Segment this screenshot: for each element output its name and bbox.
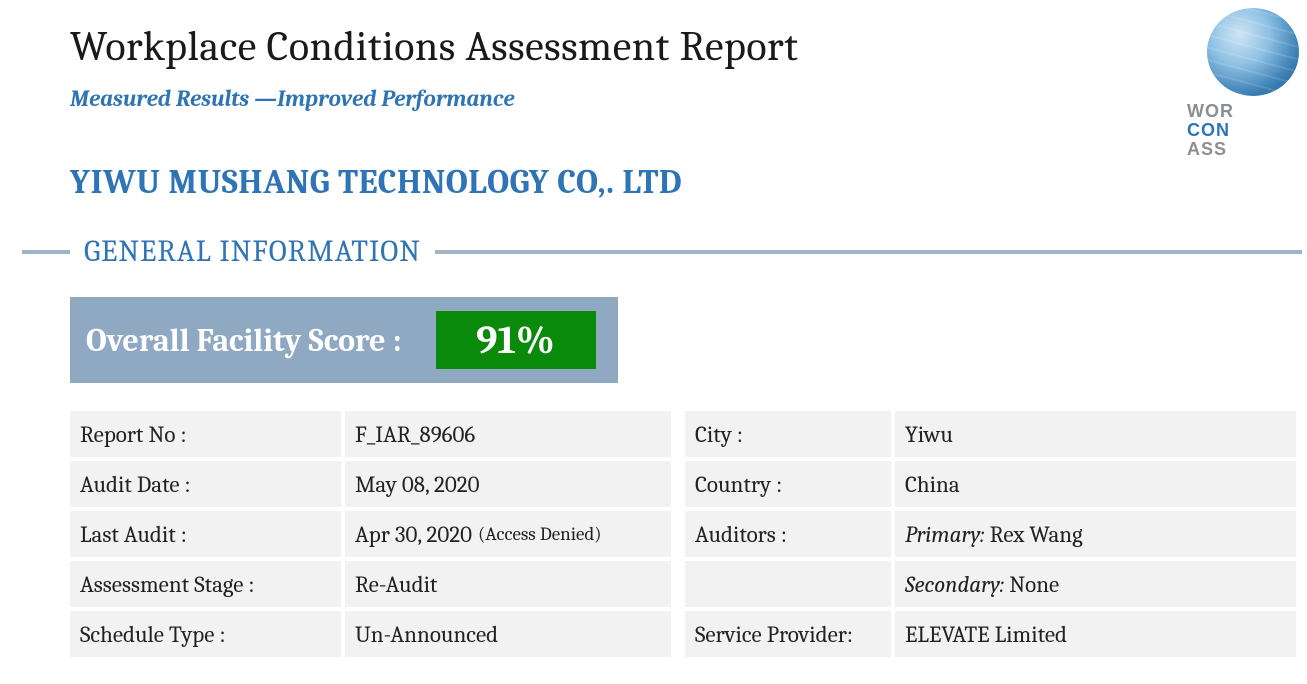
value-country: China (895, 461, 1300, 507)
page: Workplace Conditions Assessment Report M… (0, 0, 1307, 657)
overall-score-box: Overall Facility Score : 91% (70, 297, 618, 383)
last-audit-date: Apr 30, 2020 (355, 521, 472, 548)
value-audit-date: May 08, 2020 (345, 461, 675, 507)
brand-logo: WOR CON ASS (1187, 8, 1307, 159)
section-divider: GENERAL INFORMATION (22, 234, 1302, 269)
report-title: Workplace Conditions Assessment Report (70, 22, 1307, 71)
report-subtitle: Measured Results —Improved Performance (70, 85, 1307, 112)
label-assessment-stage: Assessment Stage : (70, 561, 345, 607)
value-report-no: F_IAR_89606 (345, 411, 675, 457)
value-auditors-primary: Primary: Rex Wang (895, 511, 1300, 557)
label-auditors-blank (685, 561, 895, 607)
logo-line-2: CON (1187, 121, 1307, 140)
company-name: YIWU MUSHANG TECHNOLOGY CO,. LTD (70, 162, 1307, 202)
value-last-audit: Apr 30, 2020 (Access Denied) (345, 511, 675, 557)
auditor-secondary-prefix: Secondary: (905, 571, 1004, 598)
label-schedule-type: Schedule Type : (70, 611, 345, 657)
section-heading: GENERAL INFORMATION (70, 234, 435, 269)
info-grid: Report No : F_IAR_89606 City : Yiwu Audi… (70, 411, 1307, 657)
value-service-provider: ELEVATE Limited (895, 611, 1300, 657)
label-audit-date: Audit Date : (70, 461, 345, 507)
label-report-no: Report No : (70, 411, 345, 457)
auditor-primary-name: Rex Wang (990, 521, 1083, 548)
label-auditors: Auditors : (685, 511, 895, 557)
label-service-provider: Service Provider: (685, 611, 895, 657)
label-country: Country : (685, 461, 895, 507)
value-city: Yiwu (895, 411, 1300, 457)
rule-left (22, 250, 70, 254)
score-badge: 91% (436, 311, 596, 369)
globe-icon (1207, 8, 1299, 96)
logo-line-1: WOR (1187, 102, 1307, 121)
last-audit-note: (Access Denied) (478, 523, 602, 545)
auditor-primary-prefix: Primary: (905, 521, 985, 548)
auditor-secondary-name: None (1009, 571, 1059, 598)
value-auditors-secondary: Secondary: None (895, 561, 1300, 607)
label-city: City : (685, 411, 895, 457)
label-last-audit: Last Audit : (70, 511, 345, 557)
value-assessment-stage: Re-Audit (345, 561, 675, 607)
value-schedule-type: Un-Announced (345, 611, 675, 657)
rule-right (435, 250, 1302, 254)
logo-line-3: ASS (1187, 140, 1307, 159)
score-label: Overall Facility Score : (80, 322, 402, 359)
